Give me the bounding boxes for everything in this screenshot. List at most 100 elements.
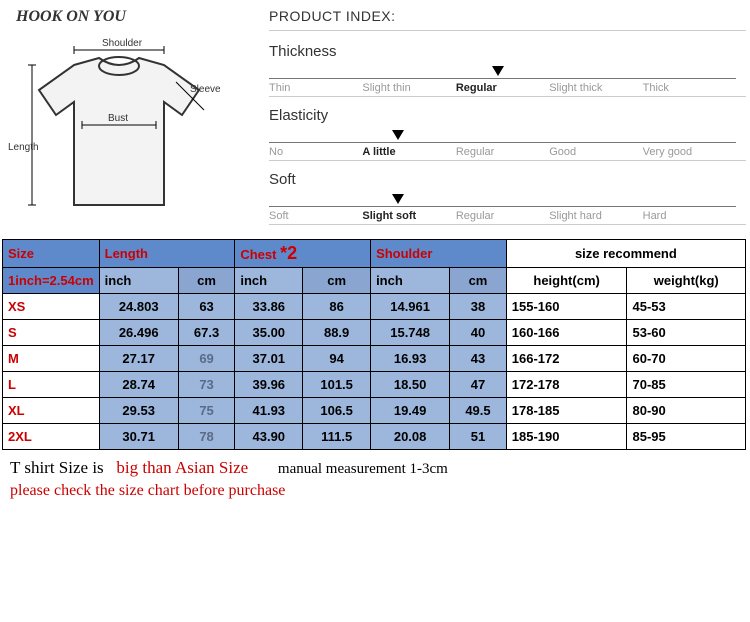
- brand-title: HOOK ON YOU: [16, 8, 259, 26]
- cell: 15.748: [371, 320, 450, 346]
- hdr-chest-inch: inch: [235, 268, 303, 294]
- hdr-sh-inch: inch: [371, 268, 450, 294]
- cell: 30.71: [99, 424, 178, 450]
- cell: 27.17: [99, 346, 178, 372]
- index-option: Slight thick: [549, 82, 642, 94]
- note-inch-cm: 1inch=2.54cm: [3, 268, 100, 294]
- cell: 60-70: [627, 346, 746, 372]
- index-label: Elasticity: [269, 107, 746, 124]
- cell: 155-160: [506, 294, 627, 320]
- index-option: Regular: [456, 82, 549, 94]
- cell: 53-60: [627, 320, 746, 346]
- cell: 80-90: [627, 398, 746, 424]
- table-row: 2XL30.717843.90111.520.0851185-19085-95: [3, 424, 746, 450]
- cell: M: [3, 346, 100, 372]
- cell: 75: [178, 398, 235, 424]
- cell: 19.49: [371, 398, 450, 424]
- cell: 26.496: [99, 320, 178, 346]
- cell: 37.01: [235, 346, 303, 372]
- footer-part3: manual measurement 1-3cm: [278, 461, 448, 477]
- cell: 38: [450, 294, 507, 320]
- cell: 43.90: [235, 424, 303, 450]
- hdr-sh-cm: cm: [450, 268, 507, 294]
- tshirt-diagram: Shoulder Bust Sleeve Length: [4, 30, 234, 220]
- cell: 14.961: [371, 294, 450, 320]
- cell: 78: [178, 424, 235, 450]
- index-option: Slight thin: [362, 82, 455, 94]
- footer-line2: please check the size chart before purch…: [10, 482, 740, 500]
- footer-notes: T shirt Size is big than Asian Size manu…: [0, 450, 750, 508]
- cell: 111.5: [303, 424, 371, 450]
- index-label: Thickness: [269, 43, 746, 60]
- footer-part1: T shirt Size is: [10, 458, 104, 477]
- cell: 172-178: [506, 372, 627, 398]
- hdr-length: Length: [99, 240, 235, 268]
- label-shoulder: Shoulder: [102, 38, 143, 49]
- table-row: L28.747339.96101.518.5047172-17870-85: [3, 372, 746, 398]
- cell: 18.50: [371, 372, 450, 398]
- cell: 29.53: [99, 398, 178, 424]
- index-option: A little: [362, 146, 455, 158]
- index-option: Thin: [269, 82, 362, 94]
- cell: 63: [178, 294, 235, 320]
- cell: 16.93: [371, 346, 450, 372]
- cell: 70-85: [627, 372, 746, 398]
- cell: 20.08: [371, 424, 450, 450]
- cell: 88.9: [303, 320, 371, 346]
- cell: 24.803: [99, 294, 178, 320]
- index-option: Very good: [643, 146, 736, 158]
- label-length: Length: [8, 142, 39, 153]
- cell: 69: [178, 346, 235, 372]
- cell: 2XL: [3, 424, 100, 450]
- cell: 33.86: [235, 294, 303, 320]
- index-row: SoftSoftSlight softRegularSlight hardHar…: [269, 171, 746, 225]
- hdr-height: height(cm): [506, 268, 627, 294]
- cell: 178-185: [506, 398, 627, 424]
- cell: 94: [303, 346, 371, 372]
- index-option: Thick: [643, 82, 736, 94]
- product-index-title: PRODUCT INDEX:: [269, 8, 746, 24]
- cell: 40: [450, 320, 507, 346]
- cell: 39.96: [235, 372, 303, 398]
- cell: 67.3: [178, 320, 235, 346]
- cell: 160-166: [506, 320, 627, 346]
- hdr-len-cm: cm: [178, 268, 235, 294]
- cell: 106.5: [303, 398, 371, 424]
- index-option: Slight hard: [549, 210, 642, 222]
- index-option: Regular: [456, 210, 549, 222]
- cell: 45-53: [627, 294, 746, 320]
- cell: S: [3, 320, 100, 346]
- index-option: No: [269, 146, 362, 158]
- label-bust: Bust: [108, 113, 128, 124]
- cell: XL: [3, 398, 100, 424]
- cell: 35.00: [235, 320, 303, 346]
- cell: 43: [450, 346, 507, 372]
- cell: 86: [303, 294, 371, 320]
- index-option: Soft: [269, 210, 362, 222]
- label-sleeve: Sleeve: [190, 84, 221, 95]
- hdr-chest: Chest *2: [235, 240, 371, 268]
- index-row: Thickness ThinSlight thinRegularSlight th…: [269, 43, 746, 97]
- cell: 41.93: [235, 398, 303, 424]
- index-option: Good: [549, 146, 642, 158]
- cell: 166-172: [506, 346, 627, 372]
- cell: 49.5: [450, 398, 507, 424]
- cell: 73: [178, 372, 235, 398]
- table-row: XL29.537541.93106.519.4949.5178-18580-90: [3, 398, 746, 424]
- hdr-shoulder: Shoulder: [371, 240, 507, 268]
- cell: 28.74: [99, 372, 178, 398]
- footer-part2: big than Asian Size: [116, 458, 248, 477]
- hdr-chest-cm: cm: [303, 268, 371, 294]
- cell: 101.5: [303, 372, 371, 398]
- index-option: Hard: [643, 210, 736, 222]
- table-row: XS24.8036333.868614.96138155-16045-53: [3, 294, 746, 320]
- cell: 85-95: [627, 424, 746, 450]
- index-option: Regular: [456, 146, 549, 158]
- index-label: Soft: [269, 171, 746, 188]
- cell: 47: [450, 372, 507, 398]
- index-option: Slight soft: [362, 210, 455, 222]
- index-row: Elasticity NoA littleRegularGoodVery good: [269, 107, 746, 161]
- size-table: Size Length Chest *2 Shoulder size recom…: [2, 239, 746, 450]
- hdr-size: Size: [3, 240, 100, 268]
- table-row: S26.49667.335.0088.915.74840160-16653-60: [3, 320, 746, 346]
